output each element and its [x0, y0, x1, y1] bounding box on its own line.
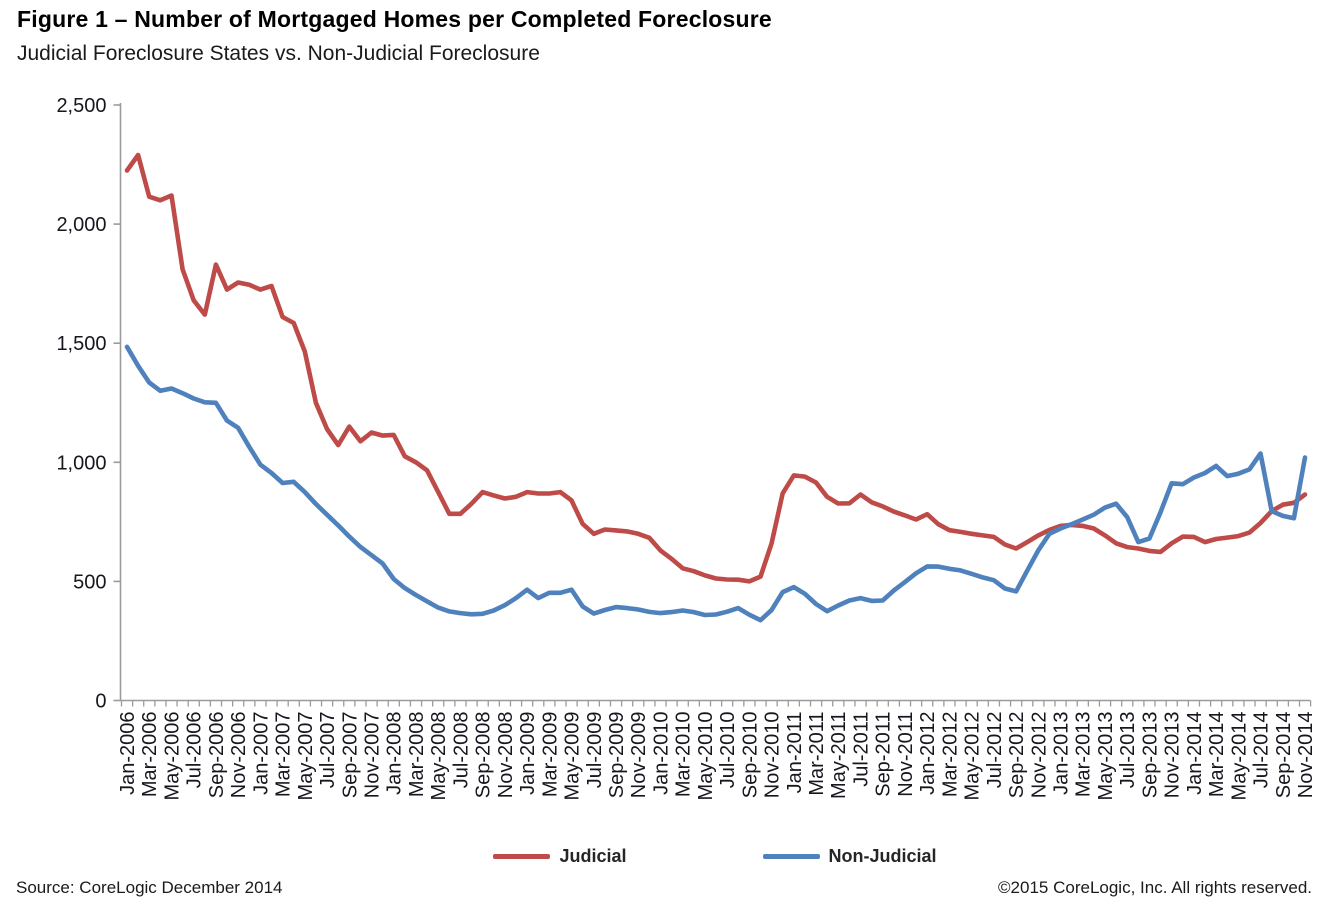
x-axis-tick-label: Jan-2008	[384, 712, 406, 795]
x-axis-tick-label: Jul-2010	[717, 712, 739, 789]
chart-legend: Judicial Non-Judicial	[120, 846, 1310, 867]
x-axis-tick-label: Jul-2011	[850, 712, 872, 787]
x-axis-tick-label: Jan-2006	[117, 712, 139, 795]
x-axis-tick-label: Mar-2008	[406, 712, 428, 798]
x-axis-tick-label: Sep-2009	[606, 712, 628, 799]
x-axis-tick-label: Nov-2013	[1162, 712, 1184, 799]
x-axis-tick-label: Sep-2014	[1273, 712, 1295, 799]
judicial-line	[124, 152, 1308, 584]
x-axis-tick-label: Sep-2007	[339, 712, 361, 799]
x-axis-tick-label: May-2014	[1228, 712, 1250, 801]
legend-item-non-judicial: Non-Judicial	[762, 846, 937, 867]
x-axis-tick-label: Jan-2007	[250, 712, 272, 795]
x-axis-tick-label: Sep-2013	[1139, 712, 1161, 799]
legend-label-judicial: Judicial	[559, 846, 627, 866]
y-axis-tick-label: 1,000	[56, 452, 106, 474]
x-axis-tick-label: Sep-2012	[1006, 712, 1028, 799]
x-axis-tick-label: Nov-2007	[361, 712, 383, 799]
x-axis-tick-label: May-2010	[695, 712, 717, 801]
x-axis-tick-label: Nov-2010	[762, 712, 784, 799]
x-axis-tick-label: Mar-2009	[539, 712, 561, 798]
copyright-note: ©2015 CoreLogic, Inc. All rights reserve…	[998, 878, 1312, 897]
x-axis-tick-label: Jan-2011	[784, 712, 806, 794]
x-axis-tick-label: Nov-2008	[495, 712, 517, 799]
x-axis-tick-label: Jul-2009	[584, 712, 606, 789]
x-axis-tick-label: Jan-2014	[1184, 712, 1206, 795]
x-axis-tick-label: May-2007	[295, 712, 317, 801]
non-judicial-line-swatch	[762, 854, 820, 859]
y-axis-tick-label: 500	[73, 571, 106, 593]
x-axis-tick-label: Nov-2012	[1028, 712, 1050, 799]
x-axis-tick-label: Mar-2011	[806, 712, 828, 796]
x-axis-tick-label: May-2006	[161, 712, 183, 801]
y-axis-tick-label: 1,500	[56, 333, 106, 355]
chart-subtitle: Judicial Foreclosure States vs. Non-Judi…	[17, 42, 540, 65]
x-axis-tick-label: Nov-2011	[895, 712, 917, 797]
x-axis-tick-label: May-2008	[428, 712, 450, 801]
x-axis-tick-label: Jul-2014	[1251, 712, 1273, 789]
y-axis-tick-label: 0	[95, 691, 106, 713]
x-axis-tick-label: Jul-2008	[450, 712, 472, 789]
x-axis-tick-label: Sep-2008	[473, 712, 495, 799]
judicial-line-swatch	[493, 854, 551, 859]
x-axis-tick-label: Mar-2006	[139, 712, 161, 798]
chart-title: Figure 1 – Number of Mortgaged Homes per…	[17, 6, 772, 32]
x-axis-tick-label: Jul-2012	[984, 712, 1006, 789]
x-axis-tick-label: Mar-2012	[939, 712, 961, 798]
x-axis-tick-label: Mar-2010	[673, 712, 695, 798]
source-note: Source: CoreLogic December 2014	[16, 878, 283, 897]
x-axis-tick-label: Nov-2009	[628, 712, 650, 799]
x-axis-tick-label: Nov-2006	[228, 712, 250, 799]
x-axis-tick-label: May-2012	[962, 712, 984, 801]
x-axis-tick-label: May-2011	[828, 712, 850, 799]
non-judicial-line	[124, 344, 1308, 623]
x-axis-tick-label: Mar-2007	[273, 712, 295, 798]
x-axis-tick-label: May-2013	[1095, 712, 1117, 801]
x-axis-tick-label: Sep-2006	[206, 712, 228, 799]
legend-item-judicial: Judicial	[493, 846, 627, 867]
x-axis-tick-label: Nov-2014	[1295, 712, 1317, 799]
x-axis-tick-label: Jul-2013	[1117, 712, 1139, 789]
x-axis-tick-label: Jan-2009	[517, 712, 539, 795]
x-axis-tick-label: Jul-2006	[184, 712, 206, 789]
x-axis-tick-label: Jan-2013	[1051, 712, 1073, 795]
x-axis-tick-label: Jul-2007	[317, 712, 339, 789]
x-axis-tick-label: Sep-2010	[739, 712, 761, 799]
x-axis-tick-label: May-2009	[562, 712, 584, 801]
x-axis-tick-label: Mar-2014	[1206, 712, 1228, 798]
x-axis-tick-label: Jan-2010	[650, 712, 672, 795]
x-axis-tick-label: Jan-2012	[917, 712, 939, 795]
x-axis-tick-label: Mar-2013	[1073, 712, 1095, 798]
y-axis-tick-label: 2,000	[56, 214, 106, 236]
y-axis-tick-label: 2,500	[56, 95, 106, 117]
legend-label-non-judicial: Non-Judicial	[828, 846, 937, 866]
x-axis-tick-label: Sep-2011	[873, 712, 895, 797]
